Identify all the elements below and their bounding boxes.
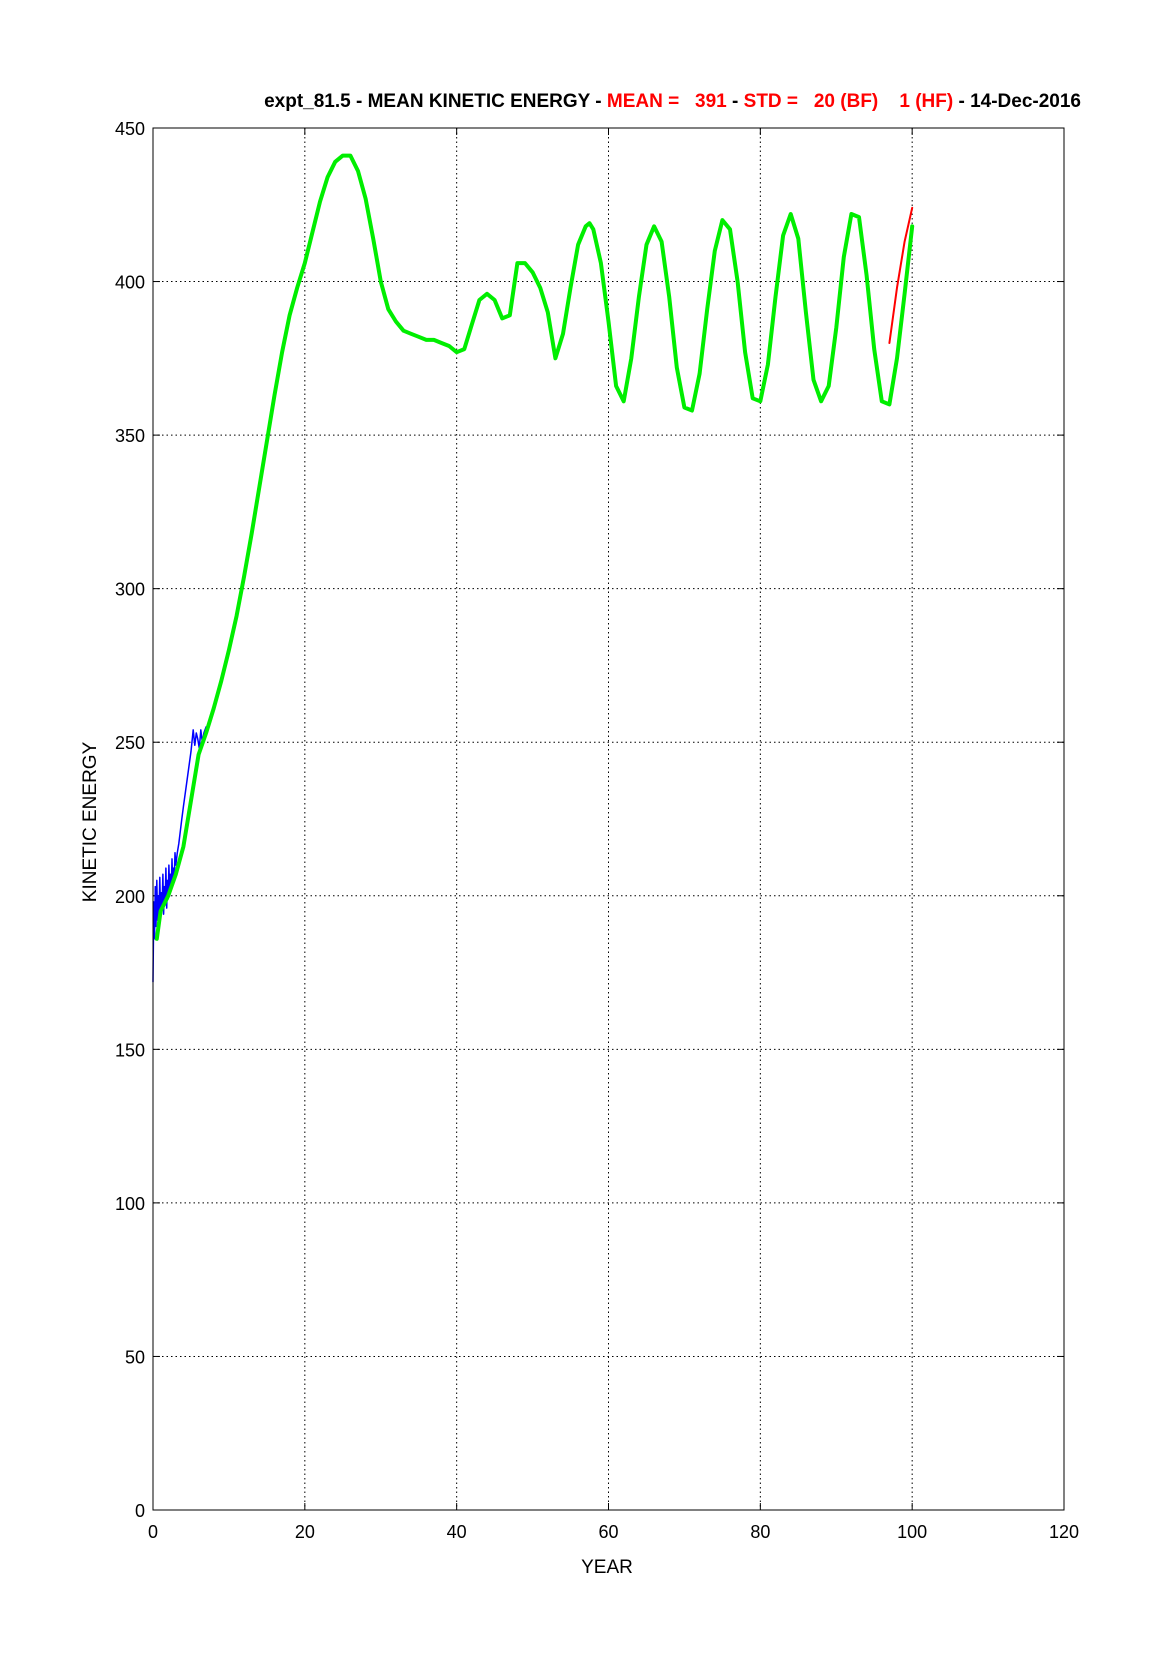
y-tick-label: 300 — [115, 580, 145, 600]
title-part-3: STD = 20 (BF) 1 (HF) — [744, 91, 954, 112]
title-part-2: - — [727, 91, 744, 112]
x-tick-label: 0 — [148, 1522, 158, 1542]
title-part-1: MEAN = 391 — [607, 91, 727, 112]
chart-title: expt_81.5 - MEAN KINETIC ENERGY - MEAN =… — [264, 91, 1081, 112]
data-series — [152, 153, 915, 983]
series-line-0 — [152, 726, 207, 983]
x-tick-label: 20 — [295, 1522, 315, 1542]
y-tick-label: 400 — [115, 273, 145, 293]
title-part-0: expt_81.5 - MEAN KINETIC ENERGY - — [264, 91, 607, 112]
y-tick-label: 150 — [115, 1040, 145, 1060]
y-tick-label: 0 — [135, 1501, 145, 1521]
y-tick-label: 350 — [115, 426, 145, 446]
y-tick-label: 200 — [115, 887, 145, 907]
axis-ticks: 0 20 40 60 80 100 120 0 50 100 150 200 250 300 350 400 4… — [115, 119, 1079, 1542]
y-tick-label: 450 — [115, 119, 145, 139]
x-tick-label: 120 — [1049, 1522, 1079, 1542]
y-tick-label: 100 — [115, 1194, 145, 1214]
x-tick-label: 80 — [750, 1522, 770, 1542]
y-axis-label: KINETIC ENERGY — [80, 741, 101, 902]
y-tick-label: 50 — [125, 1347, 145, 1367]
plot-frame — [152, 127, 1065, 1511]
y-tick-label: 250 — [115, 733, 145, 753]
x-tick-label: 100 — [897, 1522, 927, 1542]
x-tick-label: 60 — [598, 1522, 618, 1542]
series-line-1 — [888, 206, 914, 344]
title-part-4: - 14-Dec-2016 — [953, 91, 1081, 112]
x-tick-label: 40 — [447, 1522, 467, 1542]
x-axis-label: YEAR — [581, 1557, 633, 1578]
series-line-2 — [154, 153, 915, 941]
grid-lines — [153, 128, 1064, 1510]
